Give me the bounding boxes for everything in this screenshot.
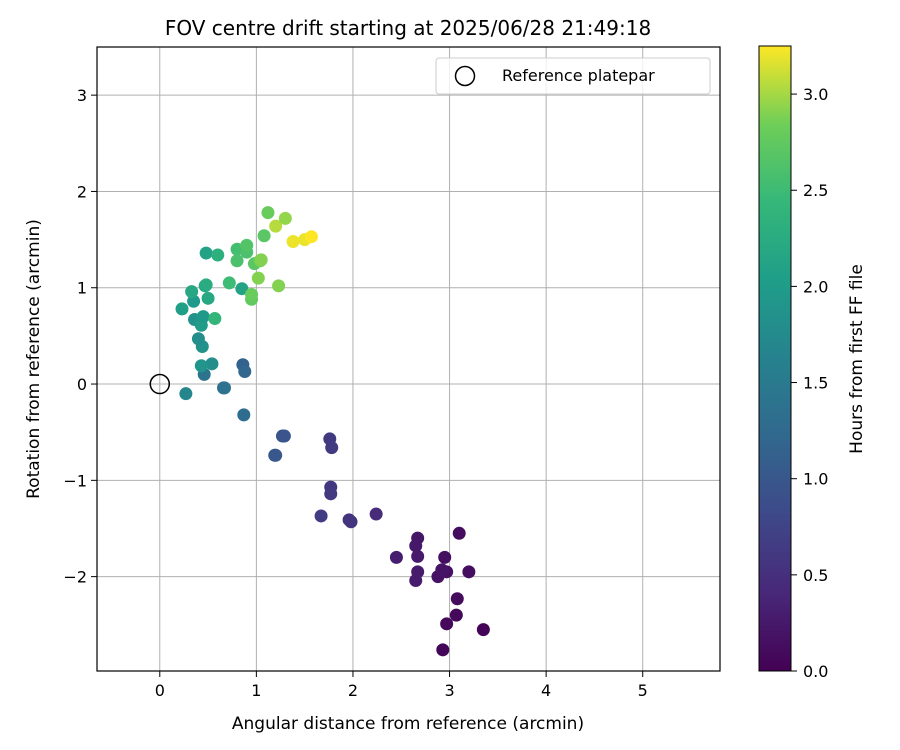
data-point: [201, 291, 215, 305]
data-point: [269, 219, 283, 233]
colorbar-tick-label: 2.0: [803, 277, 828, 296]
data-point: [238, 365, 252, 379]
x-tick-label: 4: [541, 681, 551, 700]
y-tick-label: 0: [77, 375, 87, 394]
data-point: [476, 623, 490, 637]
data-point: [449, 608, 463, 622]
colorbar-tick-label: 3.0: [803, 85, 828, 104]
data-point: [440, 617, 454, 631]
data-point: [450, 592, 464, 606]
data-point: [278, 211, 292, 225]
colorbar-tick-label: 1.0: [803, 470, 828, 489]
data-point: [344, 515, 358, 529]
grid: [97, 47, 720, 671]
data-point: [438, 550, 452, 564]
data-point: [251, 271, 265, 285]
data-point: [325, 441, 339, 455]
data-point: [185, 285, 199, 299]
legend-box: [435, 57, 711, 95]
data-point: [304, 230, 318, 244]
data-point: [222, 276, 236, 290]
scatter-points: [175, 206, 490, 657]
colorbar-label: Hours from first FF file: [847, 264, 867, 454]
data-point: [199, 246, 213, 260]
data-point: [199, 278, 213, 292]
x-axis: 0 1 2 3 4 5: [155, 671, 648, 700]
data-point: [191, 332, 205, 346]
reference-marker: [149, 373, 171, 395]
data-point: [175, 302, 189, 316]
data-point: [436, 643, 450, 657]
colorbar-tick-label: 2.5: [803, 181, 828, 200]
data-point: [272, 279, 286, 293]
plot-frame: [96, 46, 721, 672]
y-axis: −2 −1 0 1 2 3: [63, 86, 97, 587]
y-tick-label: 1: [77, 279, 87, 298]
y-tick-label: 3: [77, 86, 87, 105]
data-point: [237, 408, 251, 422]
data-point: [389, 550, 403, 564]
data-point: [179, 387, 193, 401]
data-point: [208, 312, 222, 326]
data-point: [411, 549, 425, 563]
chart-title: FOV centre drift starting at 2025/06/28 …: [165, 16, 651, 40]
colorbar-tick-label: 0.5: [803, 566, 828, 585]
x-tick-label: 2: [348, 681, 358, 700]
data-point: [230, 254, 244, 268]
colorbar: 0.0 0.5 1.0 1.5 2.0 2.5 3.0 Hours from first F…: [758, 45, 867, 681]
colorbar-ticks: 0.0 0.5 1.0 1.5 2.0 2.5 3.0: [791, 85, 828, 681]
data-point: [254, 253, 268, 267]
x-axis-label: Angular distance from reference (arcmin): [232, 714, 584, 734]
y-tick-label: 2: [77, 182, 87, 201]
data-point: [409, 539, 423, 553]
x-tick-label: 3: [444, 681, 454, 700]
colorbar-tick-label: 1.5: [803, 374, 828, 393]
data-point: [261, 206, 275, 220]
plot-area: [96, 46, 721, 672]
y-axis-label: Rotation from reference (arcmin): [24, 219, 44, 499]
x-tick-label: 5: [638, 681, 648, 700]
data-point: [211, 248, 225, 262]
legend-marker: [454, 65, 476, 87]
data-point: [257, 229, 271, 243]
legend-label: Reference platepar: [502, 66, 655, 85]
y-tick-label: −1: [63, 471, 87, 490]
data-point: [435, 563, 449, 577]
data-point: [314, 509, 328, 523]
colorbar-gradient: [758, 45, 792, 672]
data-point: [187, 294, 201, 308]
y-tick-label: −2: [63, 568, 87, 587]
legend: Reference platepar: [435, 57, 711, 95]
data-point: [409, 573, 423, 587]
x-tick-label: 0: [155, 681, 165, 700]
data-point: [369, 507, 383, 521]
data-point: [324, 487, 338, 501]
data-point: [452, 526, 466, 540]
data-point: [462, 565, 476, 579]
colorbar-tick-label: 0.0: [803, 662, 828, 681]
data-point: [217, 381, 231, 395]
data-point: [240, 238, 254, 252]
x-tick-label: 1: [251, 681, 261, 700]
data-point: [268, 448, 282, 462]
data-point: [235, 282, 249, 296]
data-point: [275, 429, 289, 443]
data-point: [205, 357, 219, 371]
data-point: [196, 310, 210, 324]
data-point: [286, 235, 300, 249]
data-point: [245, 287, 259, 301]
plot-background: [97, 47, 720, 671]
data-point: [194, 359, 208, 373]
